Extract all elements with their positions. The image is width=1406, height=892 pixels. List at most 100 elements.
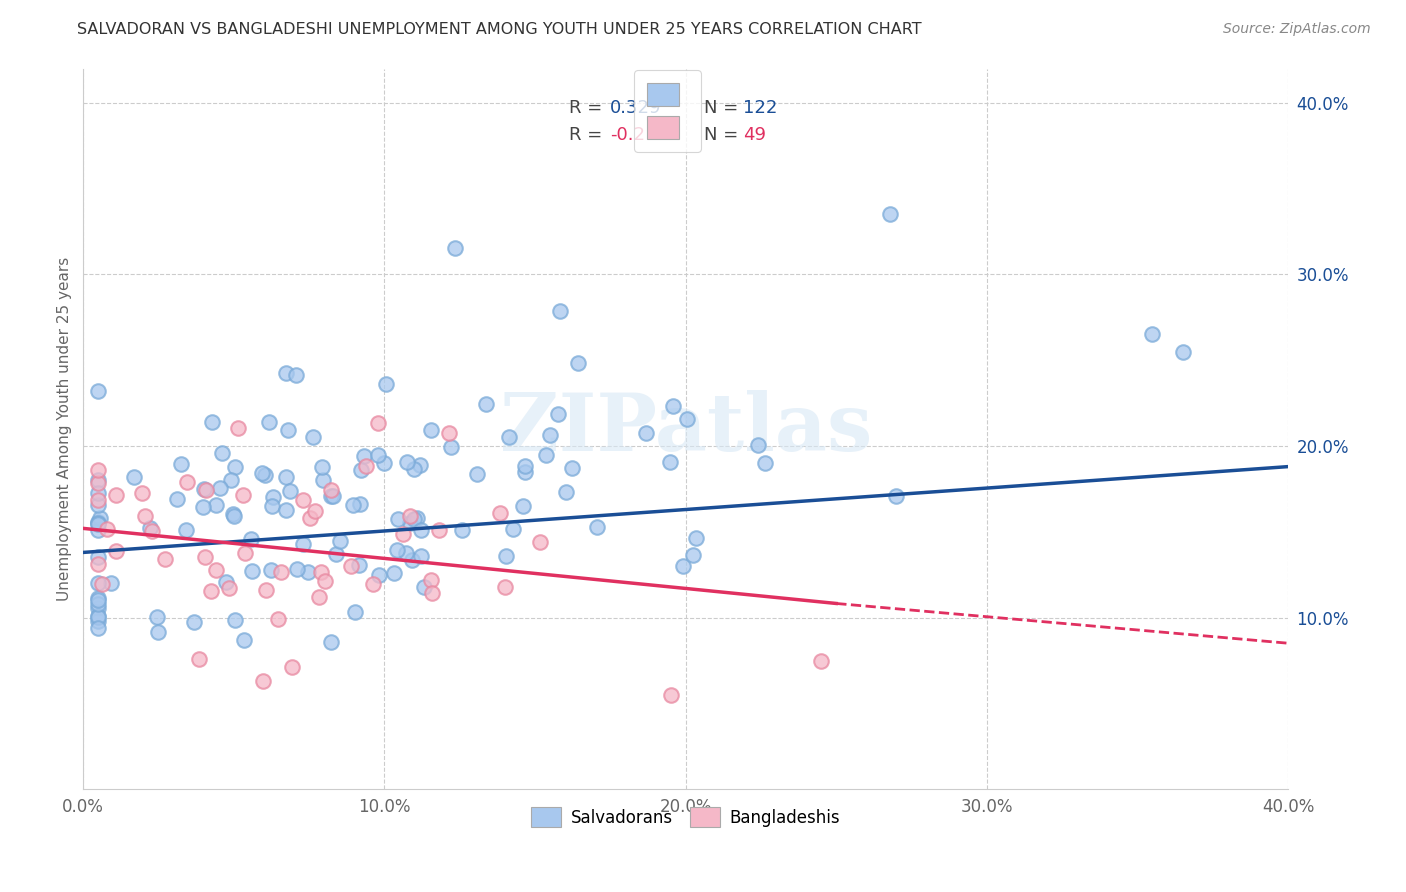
Point <box>322 489 344 503</box>
Point <box>343 605 366 619</box>
Point <box>659 455 682 469</box>
Point <box>513 458 536 473</box>
Point <box>297 565 319 579</box>
Point <box>176 523 198 537</box>
Point <box>387 543 409 558</box>
Point <box>634 425 657 440</box>
Text: ZIPatlas: ZIPatlas <box>499 390 872 468</box>
Point <box>87 593 110 607</box>
Point <box>233 546 256 560</box>
Point <box>254 583 277 598</box>
Point <box>662 399 685 413</box>
Point <box>420 586 443 600</box>
Point <box>747 438 769 452</box>
Point <box>218 581 240 595</box>
Point <box>291 537 314 551</box>
Point <box>87 576 110 591</box>
Point <box>259 415 281 429</box>
Point <box>254 467 277 482</box>
Point <box>224 459 246 474</box>
Point <box>170 457 193 471</box>
Point <box>146 625 169 640</box>
Point <box>474 397 496 411</box>
Point <box>224 614 246 628</box>
Point <box>134 509 156 524</box>
Point <box>675 412 697 426</box>
Text: 122: 122 <box>744 99 778 117</box>
Point <box>308 590 330 604</box>
Legend: Salvadorans, Bangladeshis: Salvadorans, Bangladeshis <box>523 799 849 835</box>
Point <box>396 455 419 469</box>
Text: R =: R = <box>569 99 607 117</box>
Point <box>87 622 110 636</box>
Point <box>104 543 127 558</box>
Point <box>321 634 343 648</box>
Text: R =: R = <box>569 126 607 144</box>
Point <box>495 549 517 563</box>
Point <box>498 430 520 444</box>
Point <box>87 498 110 512</box>
Point <box>659 688 682 702</box>
Point <box>260 562 283 576</box>
Point <box>361 577 384 591</box>
Point <box>382 566 405 580</box>
Point <box>176 475 198 490</box>
Point <box>311 460 333 475</box>
Point <box>561 461 583 475</box>
Point <box>201 415 224 429</box>
Point <box>262 490 284 504</box>
Point <box>340 558 363 573</box>
Point <box>319 483 342 498</box>
Point <box>131 486 153 500</box>
Point <box>502 522 524 536</box>
Point <box>450 523 472 537</box>
Point <box>347 558 370 572</box>
Point <box>87 384 110 399</box>
Point <box>349 497 371 511</box>
Point <box>879 207 901 221</box>
Point <box>285 562 308 576</box>
Point <box>87 597 110 611</box>
Point <box>367 568 389 582</box>
Point <box>373 456 395 470</box>
Point <box>350 463 373 477</box>
Point <box>547 407 569 421</box>
Point <box>240 564 263 578</box>
Point <box>312 474 335 488</box>
Point <box>276 502 298 516</box>
Point <box>122 470 145 484</box>
Point <box>194 483 217 497</box>
Point <box>87 609 110 624</box>
Point <box>87 515 110 529</box>
Point <box>1142 327 1164 342</box>
Point <box>413 580 436 594</box>
Point <box>87 486 110 500</box>
Point <box>87 516 110 531</box>
Point <box>276 469 298 483</box>
Point <box>278 484 301 499</box>
Text: Source: ZipAtlas.com: Source: ZipAtlas.com <box>1223 22 1371 37</box>
Point <box>87 475 110 490</box>
Point <box>399 509 422 524</box>
Point <box>302 430 325 444</box>
Point <box>329 533 352 548</box>
Point <box>392 527 415 541</box>
Point <box>672 559 695 574</box>
Point <box>252 674 274 689</box>
Point <box>367 448 389 462</box>
Point <box>538 428 561 442</box>
Point <box>100 576 122 591</box>
Point <box>375 376 398 391</box>
Point <box>87 608 110 623</box>
Point <box>353 450 375 464</box>
Point <box>488 507 510 521</box>
Point <box>586 519 609 533</box>
Point <box>444 241 467 255</box>
Point <box>304 504 326 518</box>
Point <box>325 547 347 561</box>
Point <box>401 553 423 567</box>
Point <box>409 524 432 538</box>
Point <box>409 458 432 472</box>
Point <box>96 523 118 537</box>
Point <box>211 446 233 460</box>
